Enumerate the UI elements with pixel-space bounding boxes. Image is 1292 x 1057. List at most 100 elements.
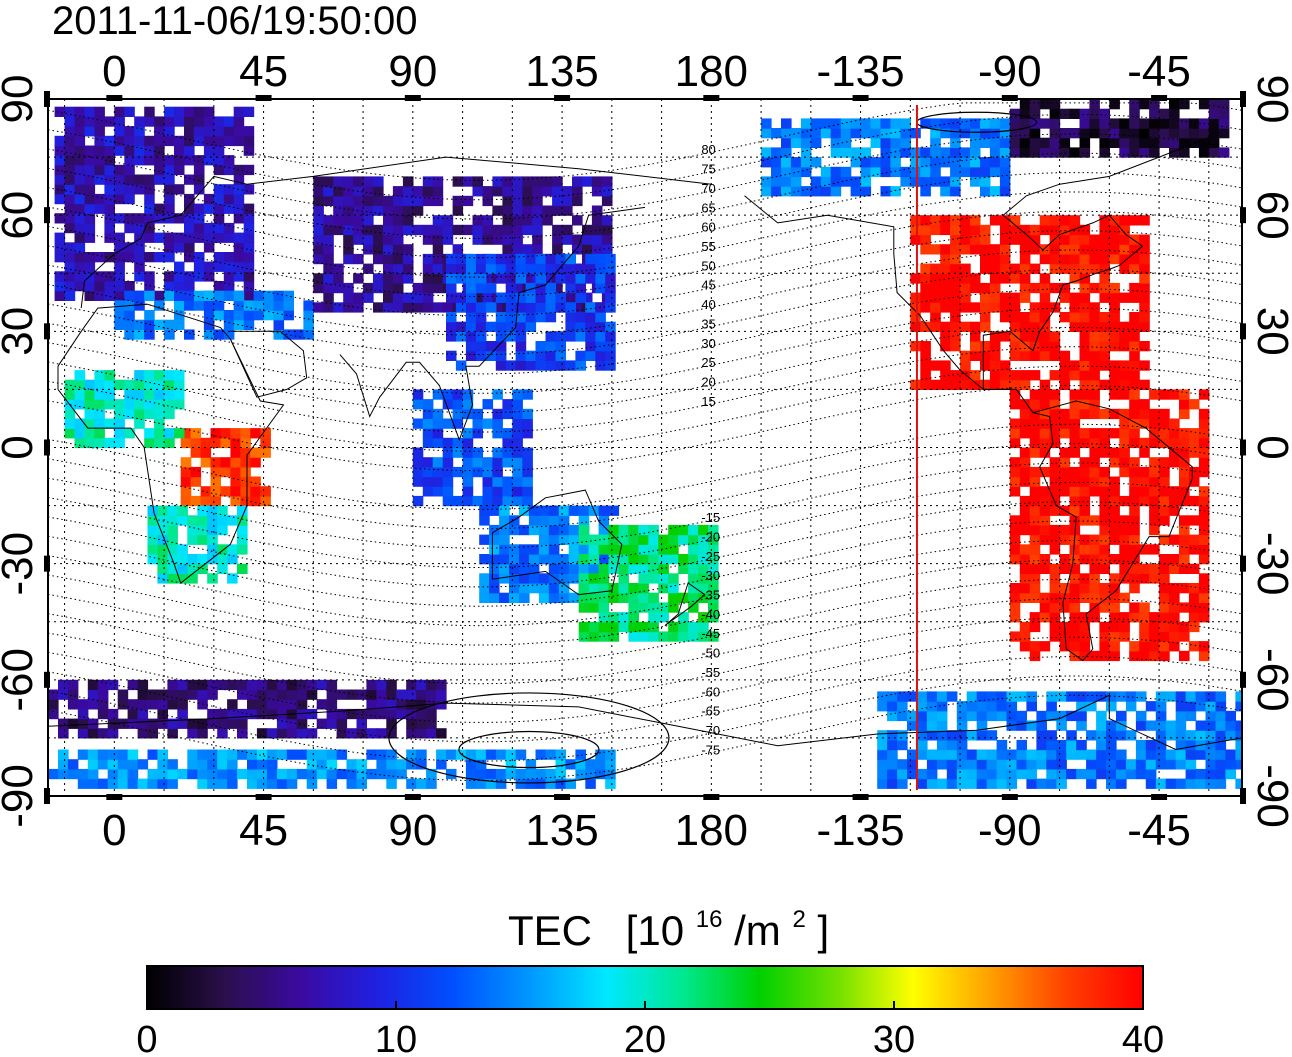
tec-cell — [1039, 447, 1051, 458]
tec-cell — [956, 778, 968, 789]
tec-cell — [1099, 602, 1110, 613]
tec-cell — [535, 778, 547, 789]
tec-cell — [555, 749, 566, 760]
frame-tick-top — [1151, 95, 1168, 101]
tec-cell — [432, 486, 444, 497]
tec-cell — [1175, 701, 1187, 712]
tec-cell — [323, 253, 334, 265]
tec-cell — [306, 689, 318, 700]
tec-cell — [1099, 224, 1110, 236]
tec-cell — [1129, 602, 1140, 613]
tec-cell — [1149, 389, 1160, 400]
tec-cell — [1069, 544, 1081, 555]
contour-label: 80 — [701, 142, 715, 157]
tec-cell — [306, 778, 318, 789]
tec-cell — [1029, 524, 1041, 536]
tec-cell — [940, 224, 951, 236]
frame-tick-right — [1240, 323, 1246, 340]
tec-cell — [1086, 730, 1097, 741]
tec-cell — [598, 563, 610, 574]
tec-cell — [1218, 99, 1230, 110]
tec-cell — [960, 128, 971, 139]
tec-cell — [1139, 292, 1150, 303]
tec-cell — [1188, 583, 1200, 594]
tec-cell — [442, 418, 454, 429]
tec-cell — [1079, 515, 1091, 526]
tec-cell — [525, 768, 537, 780]
tec-cell — [190, 437, 202, 449]
tec-cell — [223, 252, 235, 263]
tec-cell — [512, 476, 523, 487]
tec-cell — [1079, 505, 1091, 516]
tec-cell — [64, 290, 76, 301]
tec-cell — [230, 466, 241, 478]
tec-cell — [1185, 691, 1197, 702]
tec-cell — [910, 379, 921, 390]
lat-tick-label-left: 0 — [0, 435, 42, 459]
tec-cell — [1019, 147, 1031, 158]
tec-cell — [528, 583, 540, 594]
tec-cell — [568, 505, 580, 516]
tec-cell — [1009, 534, 1021, 545]
tec-cell — [422, 273, 434, 284]
tec-cell — [1198, 554, 1210, 565]
tec-cell — [956, 739, 968, 751]
tec-cell — [313, 176, 324, 187]
tec-cell — [1066, 710, 1077, 722]
tec-cell — [1079, 621, 1091, 633]
tec-cell — [950, 273, 961, 284]
tec-cell — [233, 232, 245, 243]
tec-cell — [174, 232, 185, 243]
tec-cell — [980, 253, 991, 265]
tec-cell — [1039, 641, 1051, 652]
tec-cell — [595, 341, 606, 352]
tec-cell — [950, 224, 961, 236]
tec-cell — [900, 166, 911, 178]
tec-cell — [187, 759, 198, 770]
tec-cell — [1119, 370, 1130, 381]
tec-cell — [1009, 224, 1021, 236]
tec-cell — [416, 708, 427, 720]
tec-cell — [1049, 466, 1061, 478]
tec-cell — [525, 360, 537, 371]
tec-cell — [960, 224, 971, 236]
tec-cell — [1089, 544, 1100, 555]
tec-cell — [926, 720, 938, 731]
tec-cell — [58, 759, 69, 770]
lon-tick-label-bottom: 0 — [102, 806, 126, 855]
tec-cell — [323, 292, 334, 303]
tec-cell — [1135, 691, 1147, 702]
tec-cell — [452, 437, 464, 449]
tec-cell — [950, 157, 961, 168]
tec-cell — [1019, 99, 1031, 110]
tec-cell — [452, 176, 464, 187]
tec-cell — [1009, 379, 1021, 390]
contour-line — [48, 501, 1242, 588]
tec-cell — [306, 759, 318, 770]
tec-cell — [366, 689, 377, 700]
tec-cell — [525, 292, 537, 303]
tec-cell — [396, 708, 407, 720]
tec-cell — [989, 137, 1001, 148]
tec-cell — [1079, 457, 1091, 468]
tec-cell — [174, 428, 185, 439]
tec-cell — [545, 749, 557, 760]
tec-cell — [1089, 389, 1100, 400]
tec-cell — [1149, 147, 1160, 158]
tec-cell — [373, 186, 384, 197]
tec-cell — [568, 592, 580, 603]
tec-cell — [956, 768, 968, 780]
tec-cell — [383, 195, 394, 207]
tec-cell — [266, 689, 278, 700]
contour-line — [48, 230, 1242, 317]
tec-cell — [1139, 302, 1150, 313]
tec-cell — [1205, 701, 1217, 712]
tec-cell — [475, 302, 487, 313]
tec-cell — [197, 778, 208, 789]
tec-cell — [107, 778, 119, 789]
tec-cell — [1079, 273, 1091, 284]
tec-cell — [376, 689, 387, 700]
tec-cell — [668, 573, 679, 584]
tec-cell — [323, 302, 334, 313]
tec-cell — [1159, 554, 1170, 565]
